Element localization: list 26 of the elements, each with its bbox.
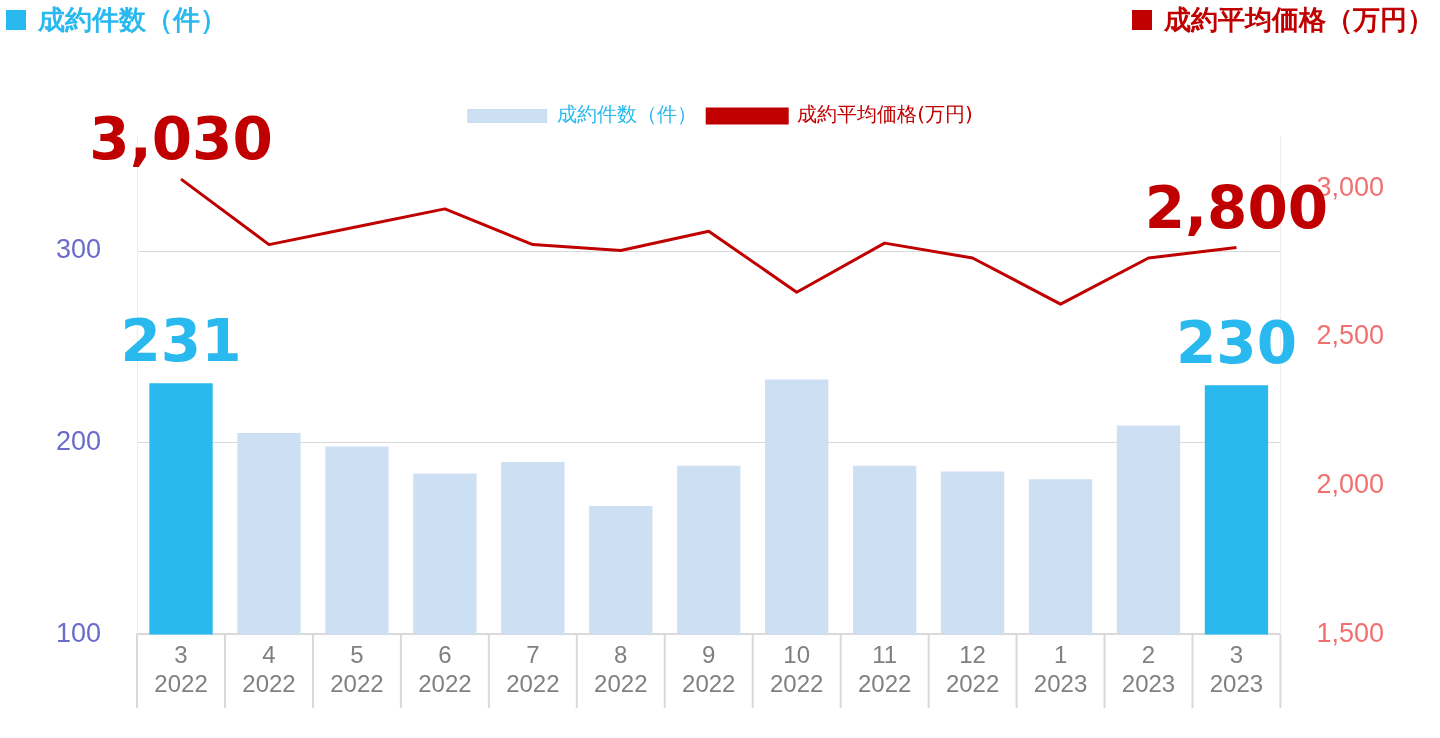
y-tick-label: 200 <box>55 426 102 457</box>
x-tick-label: 11 2022 <box>857 641 912 698</box>
x-tick-label: 12 2022 <box>945 641 1000 698</box>
x-tick-label: 6 2022 <box>418 641 472 698</box>
y-axis-title: 成約件数（件） <box>38 3 227 37</box>
legend-label: 成約件数（件） <box>557 102 698 127</box>
data-label: 230 <box>1175 309 1297 378</box>
data-label: 3,030 <box>89 105 273 174</box>
y2-tick-label: 2,000 <box>1316 469 1385 500</box>
y2-tick-label: 1,500 <box>1316 617 1385 648</box>
x-tick-label: 1 2023 <box>1033 641 1088 698</box>
x-tick-label: 3 2022 <box>154 641 208 698</box>
x-tick-label: 7 2022 <box>506 641 560 698</box>
x-tick-label: 8 2022 <box>594 641 648 698</box>
y-tick-label: 100 <box>55 617 102 648</box>
x-tick-label: 5 2022 <box>330 641 384 698</box>
x-tick-label: 10 2022 <box>770 641 824 698</box>
y-tick-label: 300 <box>55 234 102 265</box>
x-tick-label: 4 2022 <box>242 641 296 698</box>
y2-axis-title: 成約平均価格（万円） <box>1164 3 1434 37</box>
x-tick-label: 2 2023 <box>1121 641 1176 698</box>
y2-tick-label: 2,500 <box>1316 320 1385 351</box>
data-label: 231 <box>120 307 242 376</box>
x-tick-label: 3 2023 <box>1209 641 1264 698</box>
x-tick-label: 9 2022 <box>682 641 736 698</box>
legend-label: 成約平均価格(万円) <box>797 102 973 127</box>
